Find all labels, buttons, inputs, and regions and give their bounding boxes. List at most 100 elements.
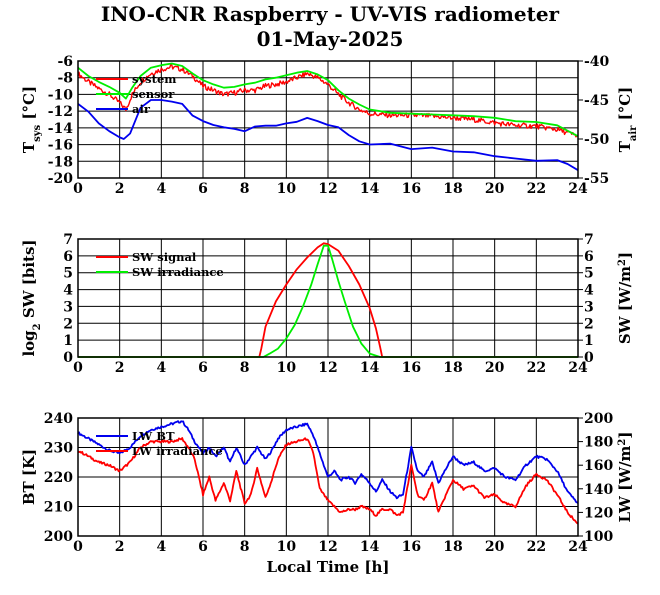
- y-tick-label-left: 6: [63, 249, 73, 265]
- panel-1: 0 2 4 6 8 10 12 14 16 18 20 22 24-20-18-16-14-12-10-…: [20, 54, 639, 197]
- panel-3: 0 2 4 6 8 10 12 14 16 18 20 22 242002102202302401001…: [20, 411, 634, 576]
- y-tick-label-right: 4: [584, 283, 594, 299]
- y-axis-label-left: log2 SW [bits]: [20, 239, 43, 356]
- y-tick-label-left: 230: [44, 441, 73, 457]
- series-line-lw-irradiance: [77, 437, 579, 525]
- series-line-lw-bt: [77, 420, 579, 504]
- y-tick-label-right: 140: [584, 482, 613, 498]
- x-tick-label: 0: [73, 360, 83, 376]
- x-tick-label: 8: [240, 539, 250, 555]
- y-tick-label-right: 6: [584, 249, 594, 265]
- y-tick-label-left: 0: [63, 350, 73, 366]
- x-tick-label: 14: [360, 181, 380, 197]
- series-line-air: [77, 99, 579, 171]
- y-tick-label-right: 100: [584, 529, 613, 545]
- y-tick-label-right: -55: [584, 171, 609, 187]
- x-tick-label: 14: [360, 539, 380, 555]
- x-tick-label: 20: [485, 360, 505, 376]
- x-tick-label: 12: [318, 360, 337, 376]
- x-tick-label: 0: [73, 539, 83, 555]
- x-tick-label: 24: [568, 360, 588, 376]
- y-tick-label-right: 5: [584, 266, 594, 282]
- x-tick-label: 12: [318, 539, 337, 555]
- x-tick-label: 10: [277, 181, 297, 197]
- series-line-sw-signal: [78, 242, 578, 358]
- x-tick-label: 18: [443, 360, 462, 376]
- x-tick-label: 4: [156, 360, 166, 376]
- x-tick-label: 22: [527, 539, 546, 555]
- panel-2: 0 2 4 6 8 10 12 14 16 18 20 22 240123456701234567SW …: [20, 232, 634, 376]
- y-tick-label-left: -16: [48, 138, 73, 154]
- y-tick-label-left: 210: [44, 500, 73, 516]
- x-axis-label: Local Time [h]: [267, 558, 390, 576]
- x-tick-label: 18: [443, 539, 462, 555]
- y-axis-label-right: Tair [°C]: [616, 87, 639, 153]
- y-tick-label-left: 200: [44, 529, 73, 545]
- y-axis-label-left: Tsys [°C]: [20, 86, 43, 153]
- y-tick-label-right: 160: [584, 458, 613, 474]
- y-tick-label-left: -8: [57, 71, 73, 87]
- y-tick-label-left: -10: [48, 87, 74, 103]
- x-tick-label: 4: [156, 181, 166, 197]
- x-tick-label: 8: [240, 181, 250, 197]
- y-tick-label-right: 2: [584, 316, 594, 332]
- y-tick-label-left: 220: [44, 470, 73, 486]
- figure-title: INO-CNR Raspberry - UV-VIS radiometer: [101, 2, 560, 26]
- panels: 0 2 4 6 8 10 12 14 16 18 20 22 24-20-18-16-14-12-10-…: [20, 54, 639, 576]
- x-tick-label: 10: [277, 360, 297, 376]
- legend-label: air: [132, 102, 151, 116]
- y-tick-label-left: -14: [48, 121, 74, 137]
- series-line-sw-irradiance: [78, 244, 578, 358]
- y-tick-label-right: 200: [584, 411, 613, 427]
- x-tick-label: 24: [568, 539, 588, 555]
- x-tick-label: 20: [485, 539, 505, 555]
- y-tick-label-right: -50: [584, 132, 610, 148]
- series-line-sensor: [77, 62, 579, 137]
- y-tick-label-right: -40: [584, 54, 610, 70]
- y-tick-label-right: 180: [584, 435, 613, 451]
- y-tick-label-left: -20: [48, 171, 74, 187]
- legend-label: SW signal: [132, 250, 197, 264]
- plot-frame: [77, 238, 579, 358]
- y-tick-label-left: 2: [63, 316, 73, 332]
- y-tick-label-left: -6: [57, 54, 73, 70]
- y-tick-label-right: 1: [584, 333, 594, 349]
- y-tick-label-left: 3: [63, 299, 73, 315]
- x-tick-label: 22: [527, 181, 546, 197]
- x-tick-label: 22: [527, 360, 546, 376]
- x-tick-label: 8: [240, 360, 250, 376]
- y-tick-label-right: 3: [584, 299, 594, 315]
- x-tick-label: 2: [115, 539, 125, 555]
- x-tick-label: 0: [73, 181, 83, 197]
- y-tick-label-right: 7: [584, 232, 594, 248]
- x-tick-label: 14: [360, 360, 380, 376]
- x-tick-label: 6: [198, 360, 208, 376]
- plot-frame: [77, 417, 579, 537]
- x-tick-label: 6: [198, 539, 208, 555]
- legend-label: LW irradiance: [132, 444, 223, 458]
- y-tick-label-left: 1: [63, 333, 73, 349]
- y-tick-label-right: 120: [584, 505, 613, 521]
- x-tick-label: 18: [443, 181, 462, 197]
- legend-label: system: [132, 72, 176, 86]
- x-tick-label: 16: [402, 181, 421, 197]
- y-tick-label-right: -45: [584, 93, 609, 109]
- x-tick-label: 12: [318, 181, 337, 197]
- y-tick-label-left: 7: [63, 232, 73, 248]
- x-tick-label: 16: [402, 539, 421, 555]
- y-tick-label-right: 0: [584, 350, 594, 366]
- y-tick-label-left: -12: [48, 104, 73, 120]
- legend-label: LW BT: [132, 429, 175, 443]
- y-tick-label-left: 5: [63, 266, 73, 282]
- legend-label: sensor: [132, 87, 175, 101]
- series-line-system: [77, 64, 579, 138]
- plot-frame: [77, 60, 579, 179]
- x-tick-label: 20: [485, 181, 505, 197]
- x-tick-label: 16: [402, 360, 421, 376]
- x-tick-label: 2: [115, 360, 125, 376]
- y-tick-label-left: -18: [48, 154, 73, 170]
- y-tick-label-left: 4: [63, 283, 73, 299]
- y-axis-label-left: BT [K]: [20, 449, 38, 505]
- x-tick-label: 24: [568, 181, 588, 197]
